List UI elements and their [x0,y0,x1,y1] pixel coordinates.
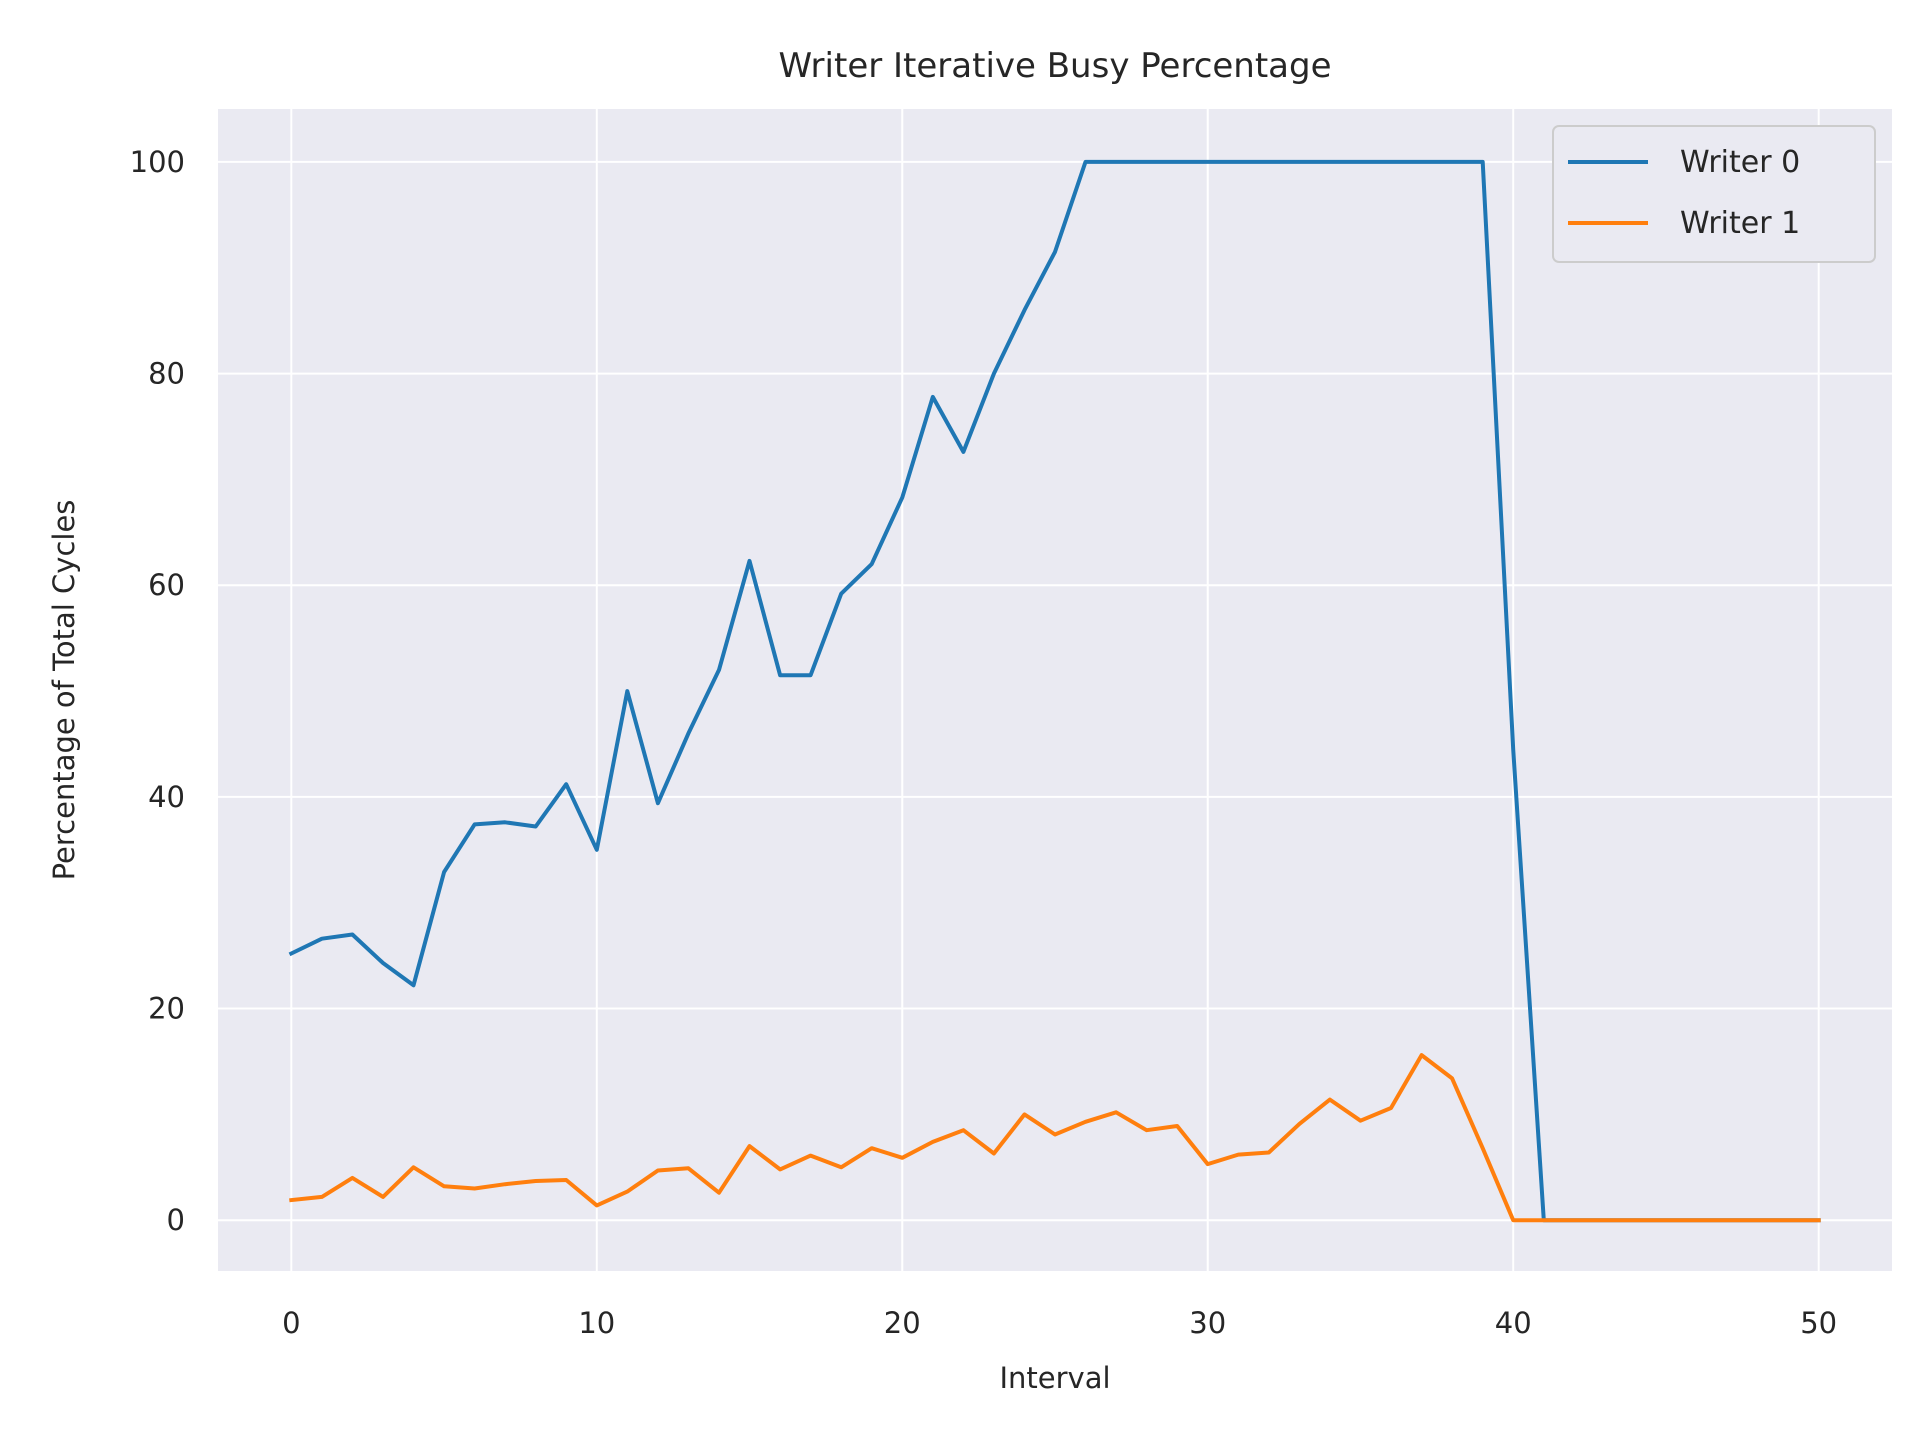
x-tick-labels: 0 10 20 30 40 50 [282,1306,1837,1340]
grid-lines [218,109,1892,1271]
y-tick-label: 0 [167,1203,185,1237]
legend-label-writer-1: Writer 1 [1680,206,1800,241]
series-layer [288,159,1821,1223]
y-tick-label: 60 [148,568,185,602]
legend-label-writer-0: Writer 0 [1680,145,1800,180]
y-tick-label: 40 [148,780,185,814]
y-tick-label: 20 [148,992,185,1026]
y-tick-label: 80 [148,357,185,391]
x-tick-label: 10 [578,1306,615,1340]
y-tick-labels: 0 20 40 60 80 100 [130,145,185,1237]
x-axis-label: Interval [999,1361,1110,1395]
x-tick-label: 40 [1495,1306,1532,1340]
y-tick-label: 100 [130,145,185,179]
x-tick-label: 50 [1800,1306,1837,1340]
chart-title: Writer Iterative Busy Percentage [778,46,1331,86]
x-tick-label: 0 [282,1306,300,1340]
plot-background [218,109,1892,1271]
y-axis-label: Percentage of Total Cycles [47,500,81,881]
x-tick-label: 20 [884,1306,921,1340]
series-line-writer-1 [289,1053,1821,1223]
x-tick-label: 30 [1189,1306,1226,1340]
legend: Writer 0 Writer 1 [1552,125,1876,263]
